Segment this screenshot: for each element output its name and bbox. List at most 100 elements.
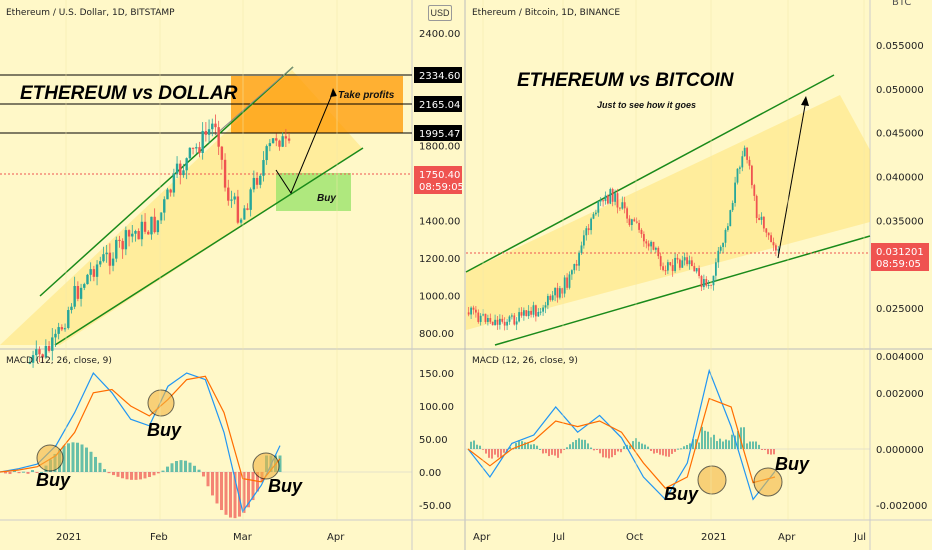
right-candle-body (585, 228, 588, 236)
left-macd-hist-bar (211, 472, 214, 496)
left-candle-body (99, 261, 102, 265)
right-candle-body (638, 222, 640, 230)
right-candle-body (558, 288, 561, 298)
right-candle-body (611, 189, 614, 202)
left-candle-body (182, 170, 185, 176)
right-candle-body (717, 250, 720, 263)
left-candle-body (140, 221, 144, 240)
left-candle-body (51, 337, 54, 351)
right-candle-body (494, 319, 496, 326)
right-macd-hist-bar (683, 446, 685, 449)
left-macd-hist-bar (116, 472, 120, 477)
left-candle-body (134, 230, 137, 234)
right-headline: ETHEREUM vs BITCOIN (517, 70, 734, 91)
right-channel-lower (494, 235, 871, 346)
right-candle-body (772, 242, 775, 246)
left-macd-tick: 150.00 (419, 369, 454, 380)
right-candle-body (537, 311, 540, 317)
right-macd-hist-bar (749, 441, 751, 449)
right-macd-hist-bar (479, 445, 481, 449)
left-candle-body (156, 220, 160, 233)
left-candle-body (143, 221, 147, 232)
buy-zone (276, 173, 351, 211)
left-macd-hist-bar (71, 442, 75, 472)
right-candle-body (676, 257, 679, 260)
left-candle-body (76, 286, 80, 299)
left-candle-body (259, 175, 262, 185)
left-macd-tick: 50.00 (419, 435, 448, 446)
left-candle-body (131, 233, 134, 237)
level-tag-text: 2334.60 (419, 71, 460, 82)
right-candle-body (758, 217, 760, 220)
right-macd-hist-bar (485, 449, 487, 454)
right-candle-body (513, 315, 516, 325)
left-macd-tick: -50.00 (419, 501, 451, 512)
left-price-tick: 1000.00 (419, 292, 460, 303)
right-candle-body (616, 193, 619, 208)
right-candle-body (544, 305, 547, 308)
left-candle-body (41, 354, 44, 358)
right-candle-body (770, 235, 772, 243)
right-candle-body (518, 312, 520, 322)
left-price-tick: 1200.00 (419, 254, 460, 265)
right-macd-hist-bar (566, 447, 568, 449)
right-candle-body (578, 252, 580, 266)
right-candle-body (659, 256, 662, 267)
right-candle-body (731, 202, 734, 211)
left-price-tick: 2400.00 (419, 29, 460, 40)
right-macd-hist-bar (536, 445, 538, 449)
right-macd-hist-bar (617, 449, 619, 452)
left-candle-body (105, 252, 108, 255)
left-macd-hist-bar (161, 470, 165, 472)
right-last-price-tag (871, 243, 929, 271)
right-candle-body (654, 247, 657, 250)
left-candle-body (153, 216, 156, 233)
left-candle-body (35, 349, 38, 356)
buy-label-5: Buy (775, 454, 810, 474)
right-candle-body (534, 305, 537, 317)
left-candle-body (207, 129, 211, 135)
right-macd-hist-bar (659, 449, 661, 455)
right-price-tick: 0.055000 (876, 41, 924, 52)
left-candle-body (249, 189, 252, 210)
right-macd-hist-bar (548, 449, 550, 457)
right-candle-body (501, 318, 504, 322)
right-candle-body (539, 311, 542, 313)
right-macd-tick: 0.000000 (876, 445, 924, 456)
right-signal-line (467, 397, 776, 489)
left-candle-body (86, 274, 89, 285)
left-macd-hist-bar (229, 472, 232, 518)
left-candle-body (246, 208, 249, 210)
right-candle-body (671, 265, 674, 272)
right-macd-hist-bar (620, 449, 622, 453)
right-candle-body (489, 318, 492, 322)
currency-button[interactable]: USD (428, 5, 452, 21)
left-macd-hist-bar (112, 472, 115, 476)
left-candle-body (124, 230, 128, 250)
right-candle-body (650, 241, 652, 247)
right-macd-hist-bar (770, 449, 772, 455)
right-candle-body (609, 189, 612, 204)
left-candle-body (201, 131, 204, 154)
right-candle-body (724, 229, 727, 243)
right-macd-hist-bar (575, 439, 577, 449)
right-candle-body (599, 200, 602, 202)
right-arrowhead (801, 96, 809, 106)
left-candle-body (217, 127, 220, 147)
right-candle-body (474, 309, 477, 313)
left-candle-body (265, 146, 268, 161)
right-macd-hist-bar (746, 443, 748, 449)
right-macd-hist-bar (614, 449, 616, 456)
right-candle-body (486, 318, 489, 322)
left-macd-tick: 0.00 (419, 468, 441, 479)
left-candle-body (188, 147, 192, 159)
right-time-tick: Apr (778, 532, 796, 543)
left-candle-body (233, 196, 236, 200)
right-macd-tick: 0.002000 (876, 389, 924, 400)
buy-label-1: Buy (36, 470, 71, 490)
right-countdown-text: 08:59:05 (876, 259, 921, 270)
left-candle-body (118, 239, 121, 241)
right-macd-hist-bar (764, 449, 766, 451)
right-macd-hist-bar (530, 444, 532, 449)
right-candle-body (698, 268, 700, 277)
